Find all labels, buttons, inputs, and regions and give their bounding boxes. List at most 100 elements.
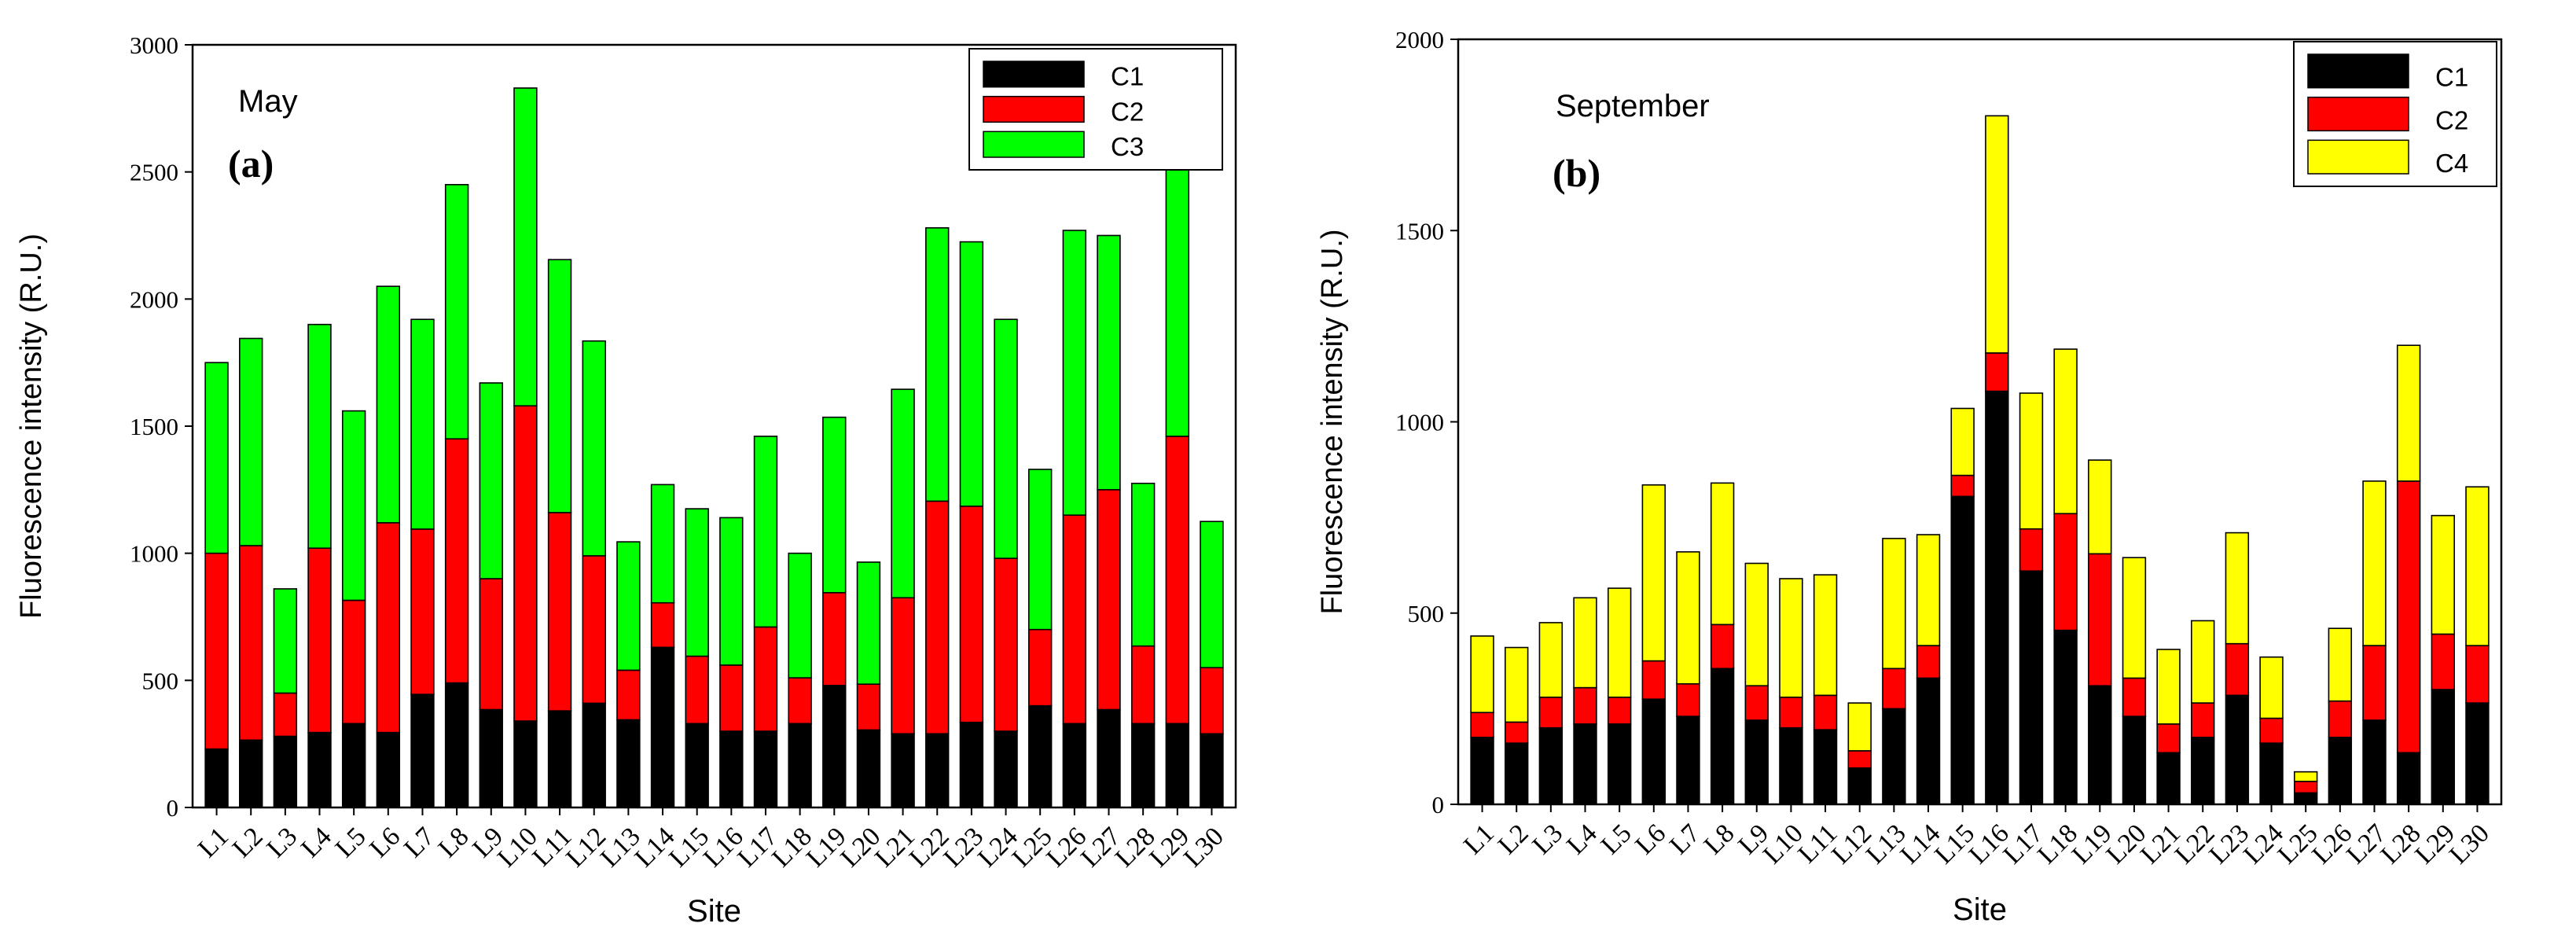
bar-b-L6-C1: [1641, 698, 1666, 805]
bar-b-L30-C4: [2465, 486, 2490, 646]
bar-a-L2-C2: [238, 545, 263, 741]
y-tick-label-a-1000: 1000: [130, 540, 178, 568]
legend-swatch-b-C2: [2307, 96, 2409, 132]
bar-b-L26-C1: [2328, 737, 2353, 805]
bar-a-L25-C3: [1027, 469, 1053, 631]
bar-b-L20-C4: [2122, 557, 2147, 679]
bar-b-L30-C2: [2465, 645, 2490, 704]
bar-a-L8-C2: [444, 438, 469, 684]
bar-b-L16-C1: [1985, 390, 2009, 805]
bar-b-L5-C4: [1607, 587, 1632, 698]
bar-a-L6-C2: [376, 522, 401, 734]
y-tick-label-b-1000: 1000: [1395, 409, 1444, 436]
panel-label-a: (a): [228, 142, 274, 186]
chart-title-b: September: [1556, 89, 1710, 123]
bar-b-L15-C1: [1950, 495, 1975, 805]
bar-a-L16-C2: [719, 664, 744, 732]
bar-a-L24-C2: [994, 557, 1018, 732]
bar-a-L4-C1: [307, 731, 332, 808]
legend-swatch-a-C1: [983, 61, 1085, 88]
bar-a-L11-C3: [547, 259, 572, 513]
bar-b-L2-C2: [1505, 721, 1529, 744]
bar-b-L18-C4: [2053, 348, 2078, 515]
bar-a-L27-C2: [1097, 489, 1121, 711]
bar-b-L24-C2: [2259, 717, 2284, 744]
bar-b-L19-C4: [2088, 459, 2112, 555]
bar-b-L8-C2: [1710, 623, 1735, 670]
bar-b-L14-C1: [1916, 677, 1941, 805]
bar-a-L22-C2: [925, 500, 950, 735]
bar-b-L25-C2: [2293, 781, 2318, 794]
bar-b-L15-C4: [1950, 407, 1975, 476]
bar-b-L17-C4: [2019, 392, 2044, 530]
bar-b-L23-C1: [2225, 694, 2250, 805]
bar-a-L3-C2: [273, 692, 298, 737]
bar-a-L10-C3: [513, 87, 538, 406]
bar-b-L28-C4: [2396, 344, 2421, 482]
y-axis-label-b: Fluorescence intensity (R.U.): [1316, 230, 1349, 615]
bar-b-L9-C1: [1744, 719, 1769, 805]
bar-b-L1-C4: [1470, 635, 1494, 714]
chart-panel-b: L1L2L3L4L5L6L7L8L9L10L11L12L13L14L15L16L…: [1316, 26, 2503, 927]
bar-a-L29-C1: [1165, 723, 1190, 808]
legend-swatch-b-C4: [2307, 139, 2409, 175]
bar-b-L21-C2: [2156, 723, 2181, 754]
bar-a-L8-C1: [444, 682, 469, 808]
bar-b-L16-C2: [1985, 352, 2009, 392]
bar-a-L17-C1: [753, 730, 778, 808]
bar-a-L29-C3: [1165, 153, 1190, 437]
bar-a-L24-C1: [994, 730, 1018, 808]
bar-b-L22-C4: [2191, 620, 2215, 704]
bar-b-L20-C1: [2122, 715, 2147, 805]
bar-b-L23-C2: [2225, 642, 2250, 697]
legend-label-a-C3: C3: [1111, 132, 1144, 161]
bar-a-L28-C3: [1130, 482, 1156, 647]
y-tick-label-a-0: 0: [167, 794, 179, 822]
y-tick-label-b-1500: 1500: [1395, 217, 1444, 245]
bar-b-L26-C2: [2328, 700, 2353, 738]
bar-b-L5-C2: [1607, 696, 1632, 725]
bar-a-L14-C3: [650, 484, 675, 604]
bar-b-L2-C4: [1505, 646, 1529, 723]
x-tick-label-b-L30: L30: [2444, 818, 2495, 870]
legend-label-b-C2: C2: [2435, 105, 2468, 134]
bar-b-L4-C1: [1573, 723, 1597, 805]
bar-a-L12-C1: [582, 702, 606, 808]
bar-b-L4-C4: [1573, 597, 1597, 689]
bar-a-L3-C1: [273, 735, 298, 808]
bar-a-L5-C3: [341, 410, 366, 601]
bar-b-L10-C4: [1779, 578, 1803, 698]
bar-a-L19-C1: [822, 684, 847, 808]
bar-a-L26-C1: [1062, 723, 1087, 808]
bar-a-L19-C2: [822, 591, 847, 686]
bar-a-L18-C3: [788, 552, 812, 679]
bar-b-L3-C4: [1538, 622, 1564, 698]
bar-b-L18-C2: [2053, 513, 2078, 631]
bar-b-L24-C1: [2259, 742, 2284, 805]
bar-a-L7-C3: [410, 318, 435, 530]
bar-b-L4-C2: [1573, 686, 1597, 725]
bar-b-L3-C1: [1538, 726, 1564, 805]
bar-b-L9-C4: [1744, 562, 1769, 686]
chart-panel-a: L1L2L3L4L5L6L7L8L9L10L11L12L13L14L15L16L…: [15, 31, 1237, 929]
bar-a-L27-C3: [1097, 234, 1121, 491]
legend-swatch-b-C1: [2307, 53, 2409, 89]
bar-a-L23-C2: [959, 506, 984, 723]
bar-a-L5-C1: [341, 723, 366, 808]
bar-b-L27-C2: [2362, 645, 2387, 721]
bar-a-L24-C3: [994, 318, 1018, 559]
bar-a-L7-C2: [410, 528, 435, 695]
bar-b-L28-C1: [2396, 752, 2421, 805]
bar-b-L17-C2: [2019, 528, 2044, 572]
bar-a-L28-C2: [1130, 645, 1156, 725]
legend-label-b-C1: C1: [2435, 63, 2468, 92]
x-axis-label-b: Site: [1953, 892, 2007, 927]
y-axis-label-a: Fluorescence intensity (R.U.): [15, 234, 48, 619]
bar-a-L1-C3: [204, 362, 229, 554]
x-tick-label-a-L30: L30: [1178, 822, 1229, 873]
bar-a-L21-C3: [891, 388, 915, 599]
bar-a-L30-C2: [1200, 667, 1224, 735]
bar-a-L20-C1: [856, 729, 881, 808]
y-tick-label-a-1500: 1500: [130, 413, 178, 440]
bar-b-L7-C2: [1676, 682, 1700, 717]
